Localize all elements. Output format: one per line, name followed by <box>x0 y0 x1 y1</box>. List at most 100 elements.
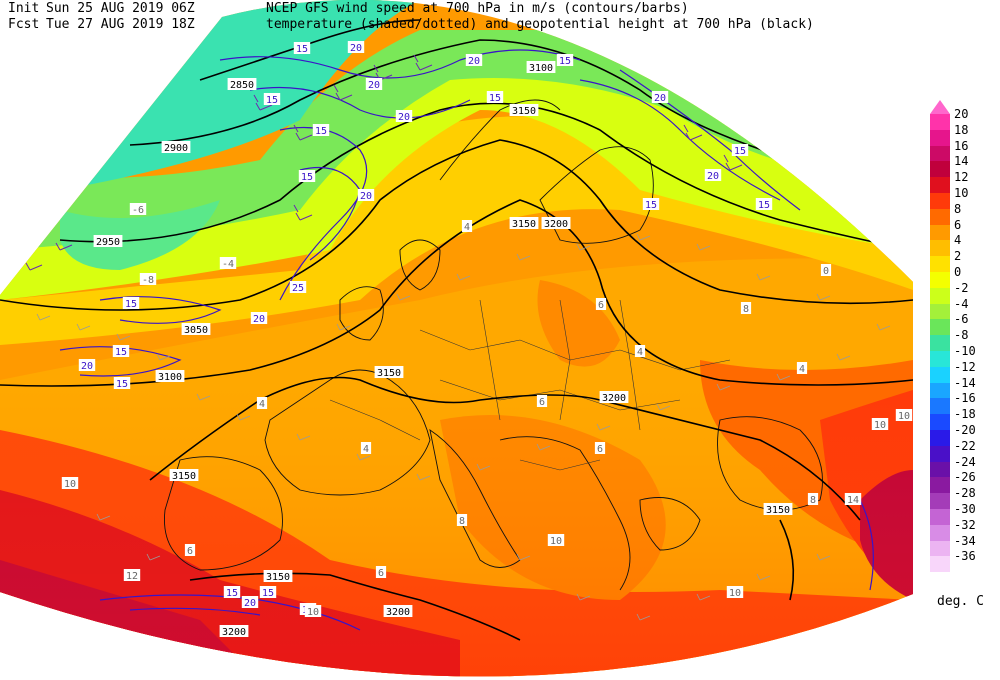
colorbar-segment <box>930 145 950 162</box>
colorbar-segment <box>930 445 950 462</box>
wind-speed-label-bg <box>704 169 722 181</box>
colorbar-tick-label: 16 <box>954 138 969 153</box>
colorbar-tick-label: -8 <box>954 328 969 343</box>
fcst-row: Fcst Tue 27 AUG 2019 18Z temperature (shad… <box>8 17 814 33</box>
temperature-label: 6 <box>187 546 193 557</box>
temperature-label-bg <box>123 569 141 581</box>
wind-speed-label-bg <box>395 110 413 122</box>
wind-speed-label-bg <box>556 54 574 66</box>
temperature-label: 12 <box>126 571 138 582</box>
colorbar-segment <box>930 177 950 193</box>
wind-speed-label-bg <box>365 78 383 90</box>
temperature-label-bg <box>304 605 322 617</box>
colorbar-tick-label: -36 <box>954 549 976 564</box>
wind-speed-label: 15 <box>758 200 770 211</box>
colorbar-tick-label: -6 <box>954 312 969 327</box>
height-label-bg <box>509 217 539 229</box>
colorbar-tick-label: -20 <box>954 423 976 437</box>
temperature-label: 8 <box>810 495 816 506</box>
height-label: 2900 <box>164 143 188 154</box>
wind-speed-label: 15 <box>559 56 571 67</box>
temperature-label-bg <box>61 477 79 489</box>
wind-speed-label: 20 <box>253 314 265 325</box>
wind-speed-label: 20 <box>654 93 666 104</box>
colorbar-segment <box>930 430 950 446</box>
init-row: Init Sun 25 AUG 2019 06Z NCEP GFS wind spe… <box>8 1 814 17</box>
wind-speed-label: 15 <box>296 44 308 55</box>
temperature-label: 10 <box>874 420 886 431</box>
wind-barbs-strong <box>25 54 743 271</box>
units-label: deg. C <box>937 594 984 609</box>
map-header: Init Sun 25 AUG 2019 06Z NCEP GFS wind spe… <box>8 1 814 33</box>
init-description: NCEP GFS wind speed at 700 hPa in m/s (c… <box>266 1 689 16</box>
temperature-label-bg <box>726 586 744 598</box>
colorbar-segment <box>930 477 950 494</box>
wind-speed-label: 20 <box>350 43 362 54</box>
colorbar-segment <box>930 382 950 399</box>
wind-speed-label: 20 <box>368 80 380 91</box>
height-label-bg <box>219 625 249 637</box>
colorbar-segment <box>930 287 950 304</box>
temperature-label: 4 <box>363 444 369 455</box>
temperature-label-bg <box>740 302 752 314</box>
wind-speed-label: 15 <box>301 172 313 183</box>
colorbar-segment <box>930 224 950 241</box>
height-label: 3100 <box>158 372 182 383</box>
init-label: Init <box>8 1 40 16</box>
colorbar-tick-label: -30 <box>954 502 976 516</box>
wind-speed-label-bg <box>223 586 241 598</box>
height-label-bg <box>155 370 185 382</box>
height-label-bg <box>161 141 191 153</box>
wind-speed-label: 20 <box>468 56 480 67</box>
wind-speed-label-bg <box>642 198 660 210</box>
colorbar-tick-label: -28 <box>954 486 976 501</box>
colorbar-segment <box>930 556 950 573</box>
wind-speed-label-bg <box>486 91 504 103</box>
colorbar-segment <box>930 303 950 320</box>
temperature-label: 6 <box>378 568 384 579</box>
colorbar-segment <box>930 161 950 178</box>
wind-speed-labels: 15 20 20 15 20 15 20 15 20 15 15 20 15 15 20 15 25 20 15 15… <box>78 41 773 616</box>
colorbar-tick-label: -12 <box>954 359 976 374</box>
temperature-label: 4 <box>464 222 470 233</box>
colorbar-tick-label: -32 <box>954 517 976 532</box>
colorbar-tick-label: 8 <box>954 201 962 216</box>
colorbar-segment <box>930 240 950 257</box>
temperature-label: 6 <box>598 300 604 311</box>
colorbar-top-arrow <box>930 100 950 114</box>
height-labels: 2850 2900 2950 3050 3100 3150 3200 3150 3100 3150… <box>93 61 793 638</box>
temperature-label-bg <box>634 345 646 357</box>
temperature-label: 10 <box>307 607 319 618</box>
temperature-labels: -6 -4 -8 4 6 0 8 4 4 6 6 8 10 10 8 4 10 10 12 10 6 6 4 14 10 <box>61 203 913 618</box>
height-label: 3150 <box>512 219 536 230</box>
height-label-bg <box>93 235 123 247</box>
height-label: 3200 <box>386 607 410 618</box>
wind-speed-label: 15 <box>116 379 128 390</box>
temp-band-orange-core <box>537 280 620 367</box>
borders <box>329 299 731 471</box>
height-label-bg <box>227 78 257 90</box>
wind-speed-label-bg <box>755 198 773 210</box>
wind-speed-label-bg <box>241 596 259 608</box>
wind-speed-label: 15 <box>125 299 137 310</box>
colorbar-tick-label: -2 <box>954 280 969 295</box>
wind-speed-label-bg <box>122 297 140 309</box>
wind-speed-label-bg <box>113 377 131 389</box>
height-label: 3200 <box>544 219 568 230</box>
temp-band-teal <box>60 200 220 270</box>
colorbar-tick-label: 18 <box>954 122 969 137</box>
temperature-label-bg <box>375 566 387 578</box>
height-label: 3150 <box>266 572 290 583</box>
height-label-bg <box>169 469 199 481</box>
colorbar-segment <box>930 524 950 541</box>
wind-speed-label-bg <box>347 41 365 53</box>
colorbar-tick-label: -26 <box>954 470 976 485</box>
temperature-label: 6 <box>539 397 545 408</box>
temperature-label-bg <box>461 220 473 232</box>
temperature-label: 14 <box>847 495 859 506</box>
colorbar-tick-label: 0 <box>954 265 962 279</box>
height-label-bg <box>263 570 293 582</box>
wind-speed-label: 15 <box>115 347 127 358</box>
wind-speed-label: 20 <box>707 171 719 182</box>
colorbar-tick-label: 10 <box>954 186 969 200</box>
